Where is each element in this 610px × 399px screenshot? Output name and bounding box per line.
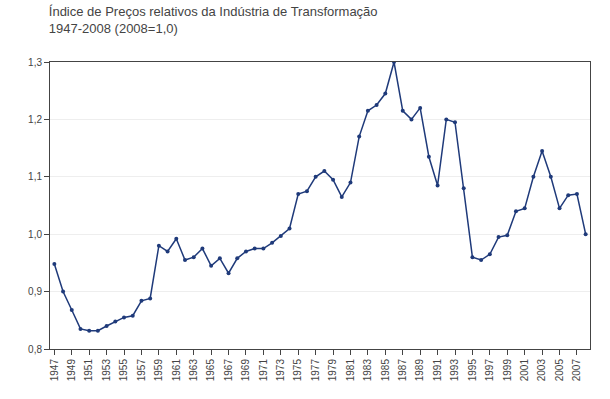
svg-text:1955: 1955 (118, 359, 129, 382)
svg-text:1979: 1979 (327, 359, 338, 382)
svg-text:1957: 1957 (136, 359, 147, 382)
svg-text:1,2: 1,2 (28, 114, 42, 125)
svg-text:1949: 1949 (66, 359, 77, 382)
svg-text:0,8: 0,8 (28, 344, 42, 355)
svg-text:1991: 1991 (432, 359, 443, 382)
svg-text:1969: 1969 (240, 359, 251, 382)
svg-text:Índice de Preços relativos da: Índice de Preços relativos da Indústria … (49, 4, 378, 36)
svg-text:2007: 2007 (571, 359, 582, 382)
svg-text:1953: 1953 (101, 359, 112, 382)
svg-text:1995: 1995 (467, 359, 478, 382)
svg-text:1959: 1959 (153, 359, 164, 382)
svg-text:1997: 1997 (484, 359, 495, 382)
svg-text:1993: 1993 (449, 359, 460, 382)
svg-text:1989: 1989 (414, 359, 425, 382)
svg-text:2003: 2003 (536, 359, 547, 382)
svg-text:1983: 1983 (362, 359, 373, 382)
svg-text:1973: 1973 (275, 359, 286, 382)
svg-text:1,0: 1,0 (28, 229, 42, 240)
svg-text:1,3: 1,3 (28, 57, 42, 68)
svg-text:1967: 1967 (223, 359, 234, 382)
svg-text:0,9: 0,9 (28, 286, 42, 297)
svg-text:1985: 1985 (380, 359, 391, 382)
svg-text:1961: 1961 (171, 359, 182, 382)
svg-text:1999: 1999 (502, 359, 513, 382)
svg-text:1965: 1965 (205, 359, 216, 382)
svg-text:2005: 2005 (554, 359, 565, 382)
svg-text:1963: 1963 (188, 359, 199, 382)
svg-text:1987: 1987 (397, 359, 408, 382)
svg-text:1947: 1947 (49, 359, 60, 382)
svg-text:1971: 1971 (258, 359, 269, 382)
svg-text:1951: 1951 (83, 359, 94, 382)
svg-text:2001: 2001 (519, 359, 530, 382)
svg-text:1,1: 1,1 (28, 171, 42, 182)
svg-text:1975: 1975 (292, 359, 303, 382)
svg-text:1981: 1981 (345, 359, 356, 382)
svg-text:1977: 1977 (310, 359, 321, 382)
